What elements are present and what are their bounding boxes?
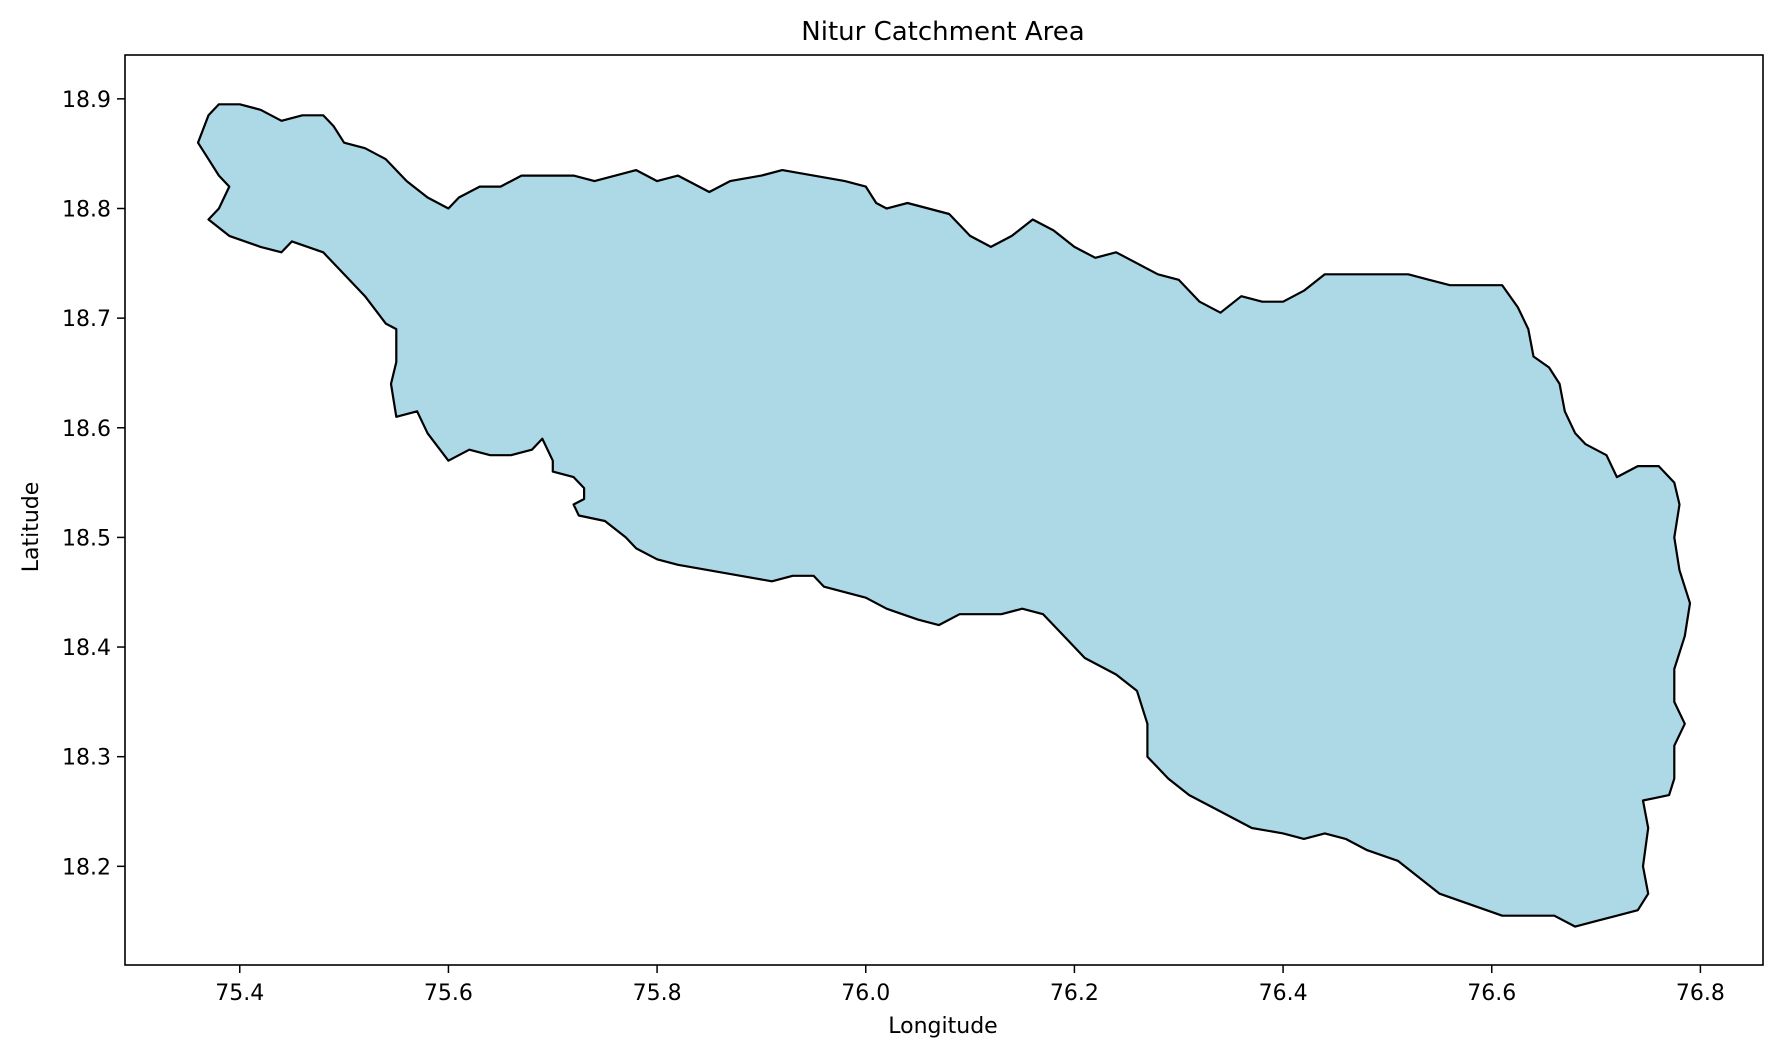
y-tick-label: 18.9 [62,88,111,113]
catchment-polygon [196,103,1692,928]
x-axis: 75.4 75.6 75.8 76.0 76.2 76.4 76.6 76.8 [215,965,1725,1006]
x-axis-label: Longitude [888,1014,997,1039]
x-tick-label: 76.4 [1259,981,1308,1006]
x-tick-label: 76.6 [1467,981,1516,1006]
x-tick-label: 76.2 [1050,981,1099,1006]
x-tick-label: 76.8 [1676,981,1725,1006]
y-axis-label: Latitude [19,482,44,573]
x-tick-label: 75.8 [633,981,682,1006]
plot-frame [124,54,1764,966]
y-axis: 18.2 18.3 18.4 18.5 18.6 18.7 18.8 18.9 [62,88,125,880]
x-tick-label: 75.6 [424,981,473,1006]
x-tick-label: 76.0 [841,981,890,1006]
x-tick-label: 75.4 [215,981,264,1006]
plot-area [124,54,1764,966]
chart-title: Nitur Catchment Area [801,17,1084,47]
y-tick-label: 18.7 [62,307,111,332]
y-tick-label: 18.4 [62,636,111,661]
y-tick-label: 18.6 [62,417,111,442]
y-tick-label: 18.2 [62,855,111,880]
y-tick-label: 18.5 [62,526,111,551]
y-tick-label: 18.8 [62,197,111,222]
y-tick-label: 18.3 [62,746,111,771]
